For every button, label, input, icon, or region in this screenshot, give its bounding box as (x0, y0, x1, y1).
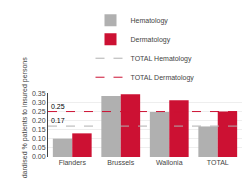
svg-text:Hematology: Hematology (131, 17, 169, 25)
svg-text:0.05: 0.05 (32, 144, 46, 151)
svg-text:0.15: 0.15 (32, 126, 46, 133)
svg-text:0.25: 0.25 (51, 103, 65, 110)
svg-text:TOTAL: TOTAL (207, 159, 229, 166)
svg-text:0.35: 0.35 (32, 90, 46, 97)
svg-text:0.20: 0.20 (32, 117, 46, 124)
svg-text:0.00: 0.00 (32, 153, 46, 160)
svg-text:Dermatology: Dermatology (131, 36, 171, 44)
svg-text:TOTAL Dermatology: TOTAL Dermatology (131, 74, 195, 82)
svg-text:Standardised % patients to ins: Standardised % patients to insured perso… (21, 57, 29, 178)
svg-text:Brussels: Brussels (107, 159, 134, 166)
svg-text:Flanders: Flanders (59, 159, 87, 166)
svg-text:0.10: 0.10 (32, 135, 46, 142)
svg-text:Wallonia: Wallonia (156, 159, 183, 166)
svg-text:0.25: 0.25 (32, 108, 46, 115)
svg-text:TOTAL Hematology: TOTAL Hematology (131, 55, 192, 63)
svg-text:0.17: 0.17 (51, 117, 65, 124)
svg-text:0.30: 0.30 (32, 99, 46, 106)
